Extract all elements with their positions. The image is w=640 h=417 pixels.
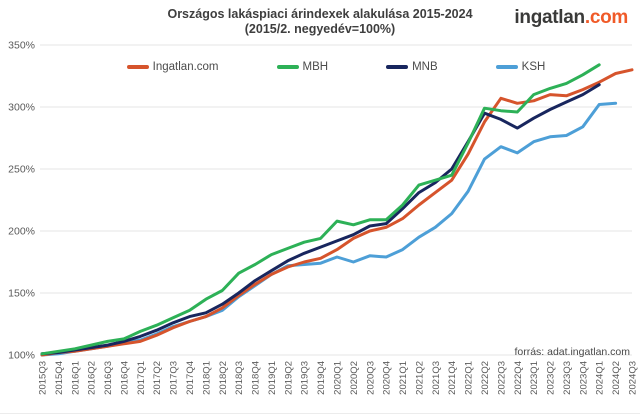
x-tick-label: 2018Q4	[251, 361, 262, 395]
x-tick-label: 2018Q1	[201, 361, 212, 395]
legend-item-mbh: MBH	[276, 61, 329, 73]
y-tick-label: 300%	[8, 102, 35, 114]
y-tick-label: 200%	[8, 226, 35, 238]
ingatlan-logo: ingatlan.com	[514, 7, 628, 29]
x-tick-label: 2021Q3	[431, 361, 442, 395]
x-tick-label: 2019Q2	[283, 361, 294, 395]
x-tick-label: 2024Q2	[611, 361, 622, 395]
x-tick-label: 2022Q2	[480, 361, 491, 395]
x-tick-label: 2015Q4	[54, 361, 65, 395]
legend-swatch	[276, 65, 299, 69]
legend-item-ingatlan-com: Ingatlan.com	[126, 61, 219, 73]
series-line-mnb	[40, 83, 601, 356]
x-tick-label: 2022Q1	[464, 361, 475, 395]
x-tick-label: 2019Q1	[267, 361, 278, 395]
x-tick-label: 2021Q4	[447, 361, 458, 395]
logo-brand-text: ingatlan	[514, 7, 585, 28]
y-tick-label: 150%	[8, 288, 35, 300]
legend-label: KSH	[521, 61, 546, 73]
x-tick-label: 2023Q4	[578, 361, 589, 395]
x-tick-label: 2017Q2	[152, 361, 163, 395]
legend-item-mnb: MNB	[386, 61, 438, 73]
x-tick-label: 2016Q1	[70, 361, 81, 395]
x-tick-label: 2017Q1	[136, 361, 147, 395]
chart-legend: Ingatlan.com MBH MNB KSH	[40, 61, 632, 73]
chart-title: Országos lakáspiaci árindexek alakulása …	[167, 7, 473, 21]
chart-subtitle: (2015/2. negyedév=100%)	[244, 22, 396, 36]
x-tick-label: 2023Q3	[562, 361, 573, 395]
legend-label: MBH	[302, 61, 329, 73]
x-tick-label: 2019Q4	[316, 361, 327, 395]
series-line-ingatlan-com	[40, 68, 634, 357]
x-tick-label: 2020Q3	[365, 361, 376, 395]
legend-item-ksh: KSH	[495, 61, 546, 73]
x-tick-label: 2016Q3	[103, 361, 114, 395]
x-tick-label: 2020Q4	[382, 361, 393, 395]
x-tick-label: 2017Q3	[169, 361, 180, 395]
x-tick-label: 2024Q1	[595, 361, 606, 395]
legend-label: MNB	[412, 61, 438, 73]
x-tick-label: 2016Q2	[87, 361, 98, 395]
x-tick-label: 2015Q3	[38, 361, 49, 395]
x-tick-label: 2023Q1	[529, 361, 540, 395]
x-tick-label: 2023Q2	[546, 361, 557, 395]
y-tick-label: 250%	[8, 164, 35, 176]
bottom-divider	[0, 413, 640, 414]
legend-swatch	[386, 65, 409, 69]
chart-title-block: Országos lakáspiaci árindexek alakulása …	[0, 7, 640, 37]
logo-tld-text: .com	[584, 7, 628, 28]
x-tick-label: 2020Q1	[333, 361, 344, 395]
x-tick-label: 2018Q3	[234, 361, 245, 395]
x-tick-label: 2022Q4	[513, 361, 524, 395]
x-tick-label: 2017Q4	[185, 361, 196, 395]
x-tick-label: 2020Q2	[349, 361, 360, 395]
x-tick-label: 2021Q1	[398, 361, 409, 395]
x-tick-label: 2022Q3	[496, 361, 507, 395]
x-tick-label: 2016Q4	[119, 361, 130, 395]
source-caption: forrás: adat.ingatlan.com	[514, 346, 630, 358]
y-tick-label: 350%	[8, 40, 35, 52]
series-line-mbh	[40, 63, 601, 356]
x-tick-label: 2018Q2	[218, 361, 229, 395]
y-tick-label: 100%	[8, 350, 35, 362]
legend-swatch	[495, 65, 518, 69]
x-tick-label: 2024Q3	[628, 361, 639, 395]
legend-swatch	[126, 65, 149, 69]
x-tick-label: 2021Q2	[414, 361, 425, 395]
legend-label: Ingatlan.com	[152, 61, 219, 73]
x-tick-label: 2019Q3	[300, 361, 311, 395]
